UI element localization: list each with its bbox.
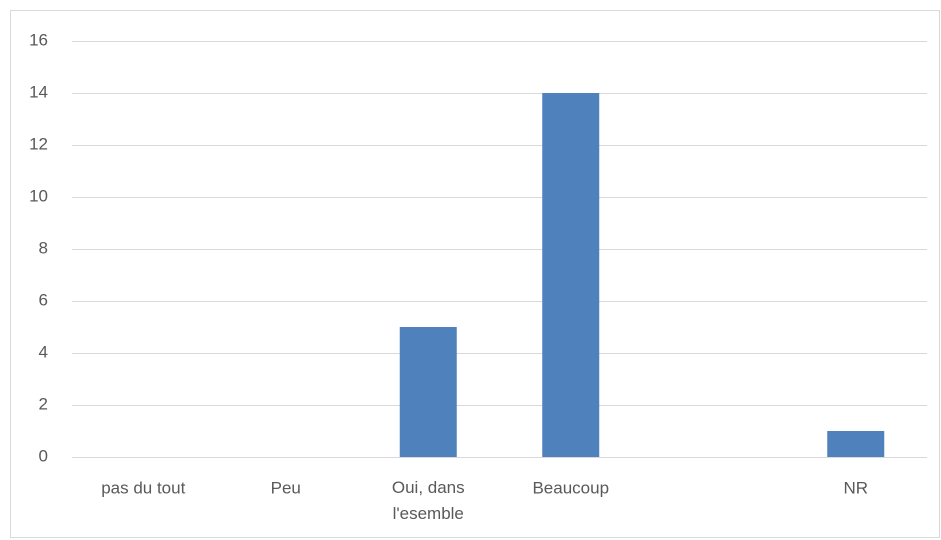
x-tick-label: Peu [271, 478, 301, 497]
bar [399, 327, 457, 457]
y-tick-label: 0 [39, 446, 48, 465]
x-tick-label: NR [843, 478, 868, 497]
bar [827, 431, 885, 457]
y-tick-label: 8 [39, 238, 48, 257]
y-tick-label: 16 [29, 30, 48, 49]
y-tick-label: 4 [39, 342, 48, 361]
chart-frame [10, 10, 940, 538]
y-tick-label: 2 [39, 394, 48, 413]
x-tick-label: pas du tout [101, 478, 185, 497]
bar [542, 93, 600, 457]
x-tick-label: Beaucoup [532, 478, 609, 497]
y-tick-label: 10 [29, 186, 48, 205]
y-tick-label: 12 [29, 134, 48, 153]
y-tick-label: 14 [29, 82, 48, 101]
x-tick-label: Oui, dans l'esemble [392, 478, 465, 523]
y-tick-label: 6 [39, 290, 48, 309]
